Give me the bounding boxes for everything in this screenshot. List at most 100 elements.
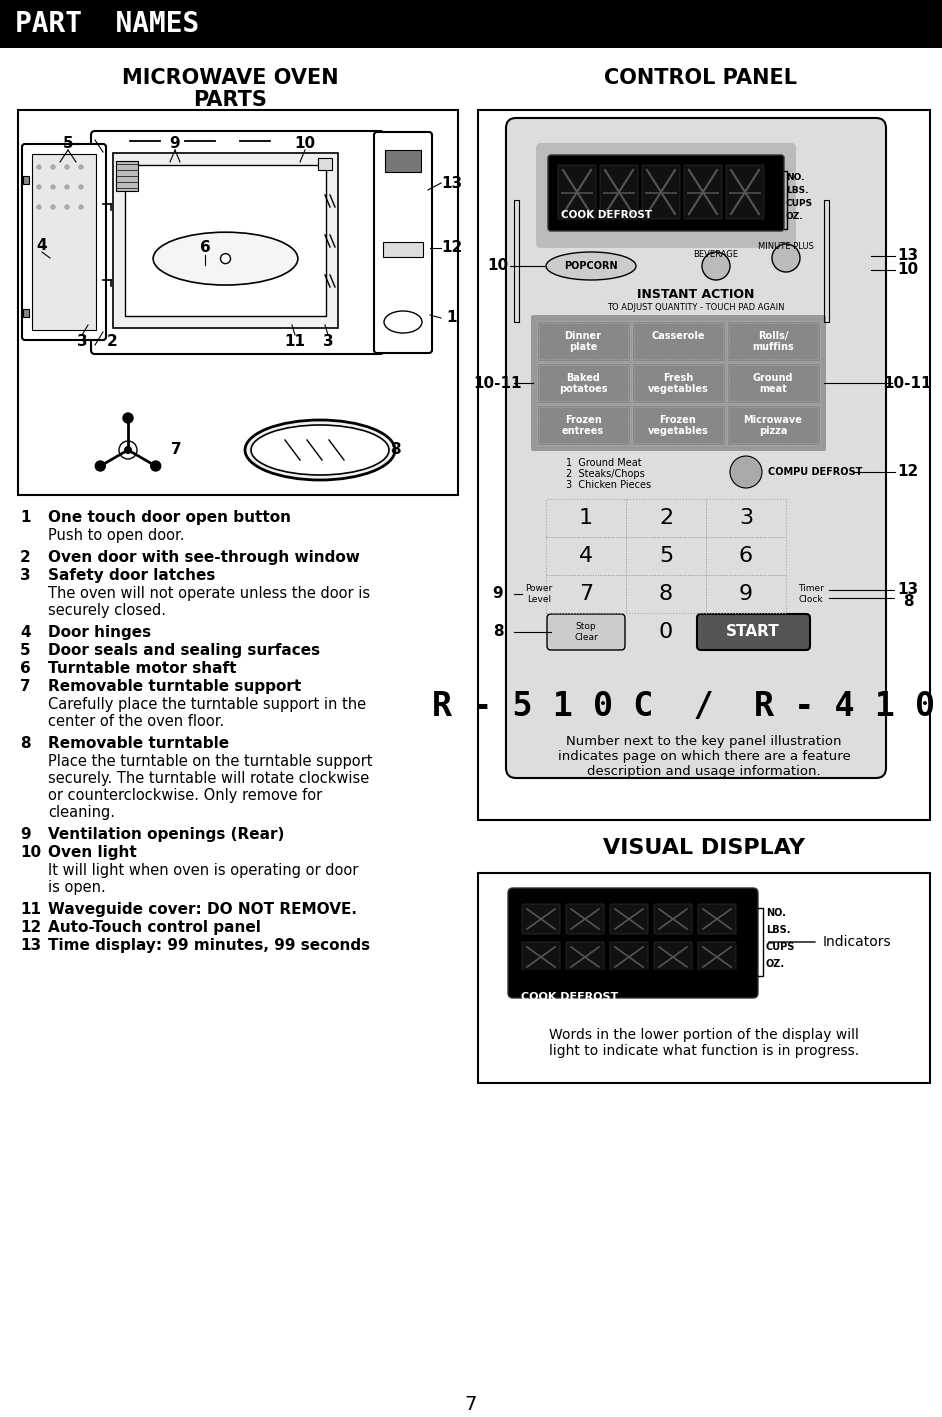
Text: Rolls/: Rolls/ (757, 332, 788, 341)
Circle shape (772, 244, 800, 272)
FancyBboxPatch shape (22, 145, 106, 340)
Circle shape (37, 164, 41, 169)
Text: Ventilation openings (Rear): Ventilation openings (Rear) (48, 828, 284, 842)
Bar (561, 191, 593, 194)
Text: Door seals and sealing surfaces: Door seals and sealing surfaces (48, 643, 320, 657)
Ellipse shape (251, 425, 389, 475)
Text: CUPS: CUPS (766, 942, 795, 952)
Text: Timer
Clock: Timer Clock (798, 584, 824, 604)
Circle shape (123, 445, 133, 455)
Text: 13: 13 (898, 582, 918, 598)
Text: Frozen: Frozen (659, 415, 696, 425)
Text: 9: 9 (493, 587, 503, 601)
Bar (537, 363, 630, 402)
Text: 8: 8 (493, 625, 503, 639)
Text: 0: 0 (658, 622, 674, 642)
Ellipse shape (245, 419, 395, 480)
Text: Microwave: Microwave (743, 415, 803, 425)
Text: CONTROL PANEL: CONTROL PANEL (604, 68, 797, 88)
Bar (645, 191, 677, 194)
Text: 4: 4 (37, 238, 47, 252)
Text: Carefully place the turntable support in the: Carefully place the turntable support in… (48, 697, 366, 711)
Text: 10: 10 (898, 262, 918, 278)
Bar (824, 200, 829, 322)
Text: COOK DEFROST: COOK DEFROST (561, 210, 652, 220)
Circle shape (51, 186, 55, 188)
Text: 12: 12 (898, 465, 918, 479)
FancyBboxPatch shape (610, 904, 648, 934)
Text: It will light when oven is operating or door: It will light when oven is operating or … (48, 863, 358, 879)
Text: 1: 1 (20, 510, 30, 526)
Bar (385, 150, 421, 171)
Bar (125, 164, 326, 316)
Circle shape (151, 461, 161, 470)
Bar (729, 191, 761, 194)
Circle shape (220, 254, 231, 264)
Circle shape (95, 461, 106, 470)
Bar (18, 111, 458, 495)
Bar (729, 407, 818, 444)
Bar (546, 499, 786, 614)
Text: 9: 9 (739, 584, 753, 604)
FancyBboxPatch shape (566, 942, 604, 972)
Text: Power
Level: Power Level (526, 584, 553, 604)
FancyBboxPatch shape (522, 904, 560, 934)
Text: START: START (726, 625, 780, 639)
Ellipse shape (384, 310, 422, 333)
Circle shape (65, 164, 69, 169)
Text: 8: 8 (390, 442, 400, 458)
Bar (632, 405, 725, 445)
Bar (634, 366, 723, 401)
Text: 7: 7 (464, 1394, 478, 1414)
FancyBboxPatch shape (508, 888, 758, 998)
FancyBboxPatch shape (642, 164, 680, 220)
FancyBboxPatch shape (684, 164, 722, 220)
FancyBboxPatch shape (697, 614, 810, 650)
Circle shape (123, 412, 133, 424)
Circle shape (65, 205, 69, 208)
Text: VISUAL DISPLAY: VISUAL DISPLAY (603, 837, 805, 859)
Text: Words in the lower portion of the display will
light to indicate what function i: Words in the lower portion of the displa… (549, 1027, 859, 1058)
Text: Frozen: Frozen (564, 415, 601, 425)
Text: Indicators: Indicators (823, 935, 892, 949)
Text: NO.: NO. (766, 908, 786, 918)
Text: 5: 5 (658, 546, 674, 565)
Text: securely. The turntable will rotate clockwise: securely. The turntable will rotate cloc… (48, 771, 369, 786)
Bar (537, 405, 630, 445)
Text: NO.: NO. (786, 173, 804, 181)
FancyBboxPatch shape (698, 904, 736, 934)
Text: 8: 8 (902, 595, 914, 609)
Text: Number next to the key panel illustration
indicates page on which there are a fe: Number next to the key panel illustratio… (558, 735, 851, 778)
Text: 2: 2 (20, 550, 31, 565)
Text: Door hinges: Door hinges (48, 625, 151, 640)
FancyBboxPatch shape (654, 942, 692, 972)
Bar (539, 366, 628, 401)
Text: LBS.: LBS. (786, 186, 808, 196)
Text: entrees: entrees (562, 427, 604, 436)
Text: or counterclockwise. Only remove for: or counterclockwise. Only remove for (48, 788, 322, 803)
Text: R - 5 1 0 C  /  R - 4 1 0 C: R - 5 1 0 C / R - 4 1 0 C (432, 690, 942, 723)
Text: 1: 1 (579, 509, 593, 529)
Bar (32, 154, 96, 330)
Text: The oven will not operate unless the door is: The oven will not operate unless the doo… (48, 587, 370, 601)
Bar (514, 200, 519, 322)
Text: 5: 5 (20, 643, 31, 657)
Text: 10: 10 (487, 258, 509, 273)
Text: Turntable motor shaft: Turntable motor shaft (48, 660, 236, 676)
Text: 10-11: 10-11 (884, 376, 933, 391)
FancyBboxPatch shape (91, 130, 384, 354)
Bar (539, 323, 628, 359)
Bar (727, 363, 820, 402)
Text: 11: 11 (20, 903, 41, 917)
FancyBboxPatch shape (558, 164, 596, 220)
Text: 10-11: 10-11 (474, 376, 522, 391)
Circle shape (51, 164, 55, 169)
FancyBboxPatch shape (610, 942, 648, 972)
Circle shape (119, 441, 137, 459)
Text: Push to open door.: Push to open door. (48, 529, 185, 543)
Text: 6: 6 (200, 241, 210, 255)
Bar (687, 191, 719, 194)
Text: 13: 13 (20, 938, 41, 954)
Text: 1  Ground Meat: 1 Ground Meat (566, 458, 642, 468)
FancyBboxPatch shape (600, 164, 638, 220)
